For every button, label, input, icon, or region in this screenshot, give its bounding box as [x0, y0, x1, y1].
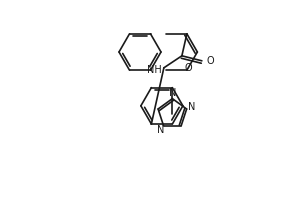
- Text: O: O: [206, 56, 214, 66]
- Text: N: N: [169, 88, 176, 98]
- Text: O: O: [184, 63, 192, 73]
- Text: N: N: [157, 125, 164, 135]
- Text: NH: NH: [148, 65, 162, 75]
- Text: N: N: [188, 102, 195, 112]
